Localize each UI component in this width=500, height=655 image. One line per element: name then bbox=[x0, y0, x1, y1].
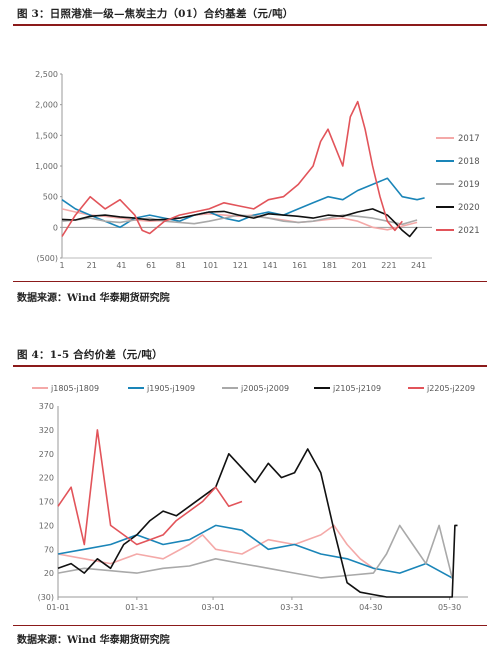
x-tick-label: 05-30 bbox=[438, 603, 461, 612]
y-tick-label: (500) bbox=[36, 254, 58, 263]
series-line-j2005-j2009 bbox=[57, 524, 453, 579]
figure4-source: 数据来源：Wind 华泰期货研究院 bbox=[17, 635, 170, 646]
series-line-2020 bbox=[61, 208, 418, 238]
x-tick-label: 01-01 bbox=[46, 603, 69, 612]
x-tick-label: 81 bbox=[176, 261, 186, 268]
legend-label-j1805-j1809: j1805-j1809 bbox=[50, 384, 99, 393]
y-tick-label: 2,500 bbox=[35, 70, 58, 79]
series-line-2018 bbox=[61, 177, 425, 229]
legend-label-2020: 2020 bbox=[458, 203, 480, 213]
legend-label-j2105-j2109: j2105-j2109 bbox=[332, 384, 381, 393]
x-tick-label: 221 bbox=[381, 261, 396, 268]
legend-label-2018: 2018 bbox=[458, 157, 480, 167]
y-tick-label: 1,500 bbox=[35, 131, 58, 140]
figure4-top-rule bbox=[13, 365, 487, 367]
y-tick-label: 170 bbox=[39, 498, 54, 507]
y-tick-label: 270 bbox=[39, 450, 54, 459]
figure3-top-rule bbox=[13, 24, 487, 26]
y-tick-label: 1,000 bbox=[35, 162, 58, 171]
x-tick-label: 1 bbox=[59, 261, 64, 268]
x-tick-label: 181 bbox=[322, 261, 337, 268]
series-line-j2105-j2109 bbox=[57, 448, 458, 598]
series-line-j2205-j2209 bbox=[57, 429, 243, 546]
x-tick-label: 61 bbox=[146, 261, 156, 268]
y-tick-label: 220 bbox=[39, 474, 54, 483]
x-tick-label: 04-30 bbox=[359, 603, 382, 612]
x-tick-label: 01-31 bbox=[125, 603, 148, 612]
y-tick-label: 0 bbox=[53, 223, 58, 232]
series-line-2021 bbox=[61, 100, 403, 237]
x-tick-label: 121 bbox=[233, 261, 248, 268]
legend-label-2021: 2021 bbox=[458, 226, 480, 236]
x-tick-label: 21 bbox=[87, 261, 97, 268]
y-tick-label: 370 bbox=[39, 402, 54, 411]
figure3-source: 数据来源：Wind 华泰期货研究院 bbox=[17, 293, 170, 304]
x-tick-label: 03-31 bbox=[280, 603, 303, 612]
figure4-title: 图 4：1-5 合约价差（元/吨） bbox=[17, 349, 163, 361]
x-tick-label: 241 bbox=[411, 261, 426, 268]
figure3-title: 图 3：日照港准一级—焦炭主力（01）合约基差（元/吨） bbox=[17, 8, 294, 20]
legend-label-j2205-j2209: j2205-j2209 bbox=[426, 384, 475, 393]
series-line-j1905-j1909 bbox=[57, 524, 453, 579]
spread-line-chart: 370 320 270 220 170 120 70 20 (30)01-01 01-31 03-0… bbox=[32, 384, 475, 612]
y-tick-label: 20 bbox=[44, 569, 54, 578]
x-tick-label: 03-01 bbox=[201, 603, 224, 612]
y-tick-label: 2,000 bbox=[35, 101, 58, 110]
series-line-j1805-j1809 bbox=[57, 524, 374, 569]
legend-label-j1905-j1909: j1905-j1909 bbox=[146, 384, 195, 393]
y-tick-label: 320 bbox=[39, 426, 54, 435]
y-tick-label: 70 bbox=[44, 545, 54, 554]
figure3-bottom-rule bbox=[13, 281, 487, 282]
legend-label-2019: 2019 bbox=[458, 180, 480, 190]
x-tick-label: 41 bbox=[116, 261, 126, 268]
series-line-2017 bbox=[61, 208, 418, 231]
legend-label-j2005-j2009: j2005-j2009 bbox=[240, 384, 289, 393]
x-tick-label: 161 bbox=[292, 261, 307, 268]
x-tick-label: 201 bbox=[352, 261, 367, 268]
figure4-bottom-rule bbox=[13, 625, 487, 626]
y-tick-label: (30) bbox=[38, 593, 54, 602]
y-tick-label: 500 bbox=[43, 193, 58, 202]
y-tick-label: 120 bbox=[39, 521, 54, 530]
x-tick-label: 101 bbox=[203, 261, 218, 268]
legend-label-2017: 2017 bbox=[458, 134, 480, 144]
x-tick-label: 141 bbox=[262, 261, 277, 268]
